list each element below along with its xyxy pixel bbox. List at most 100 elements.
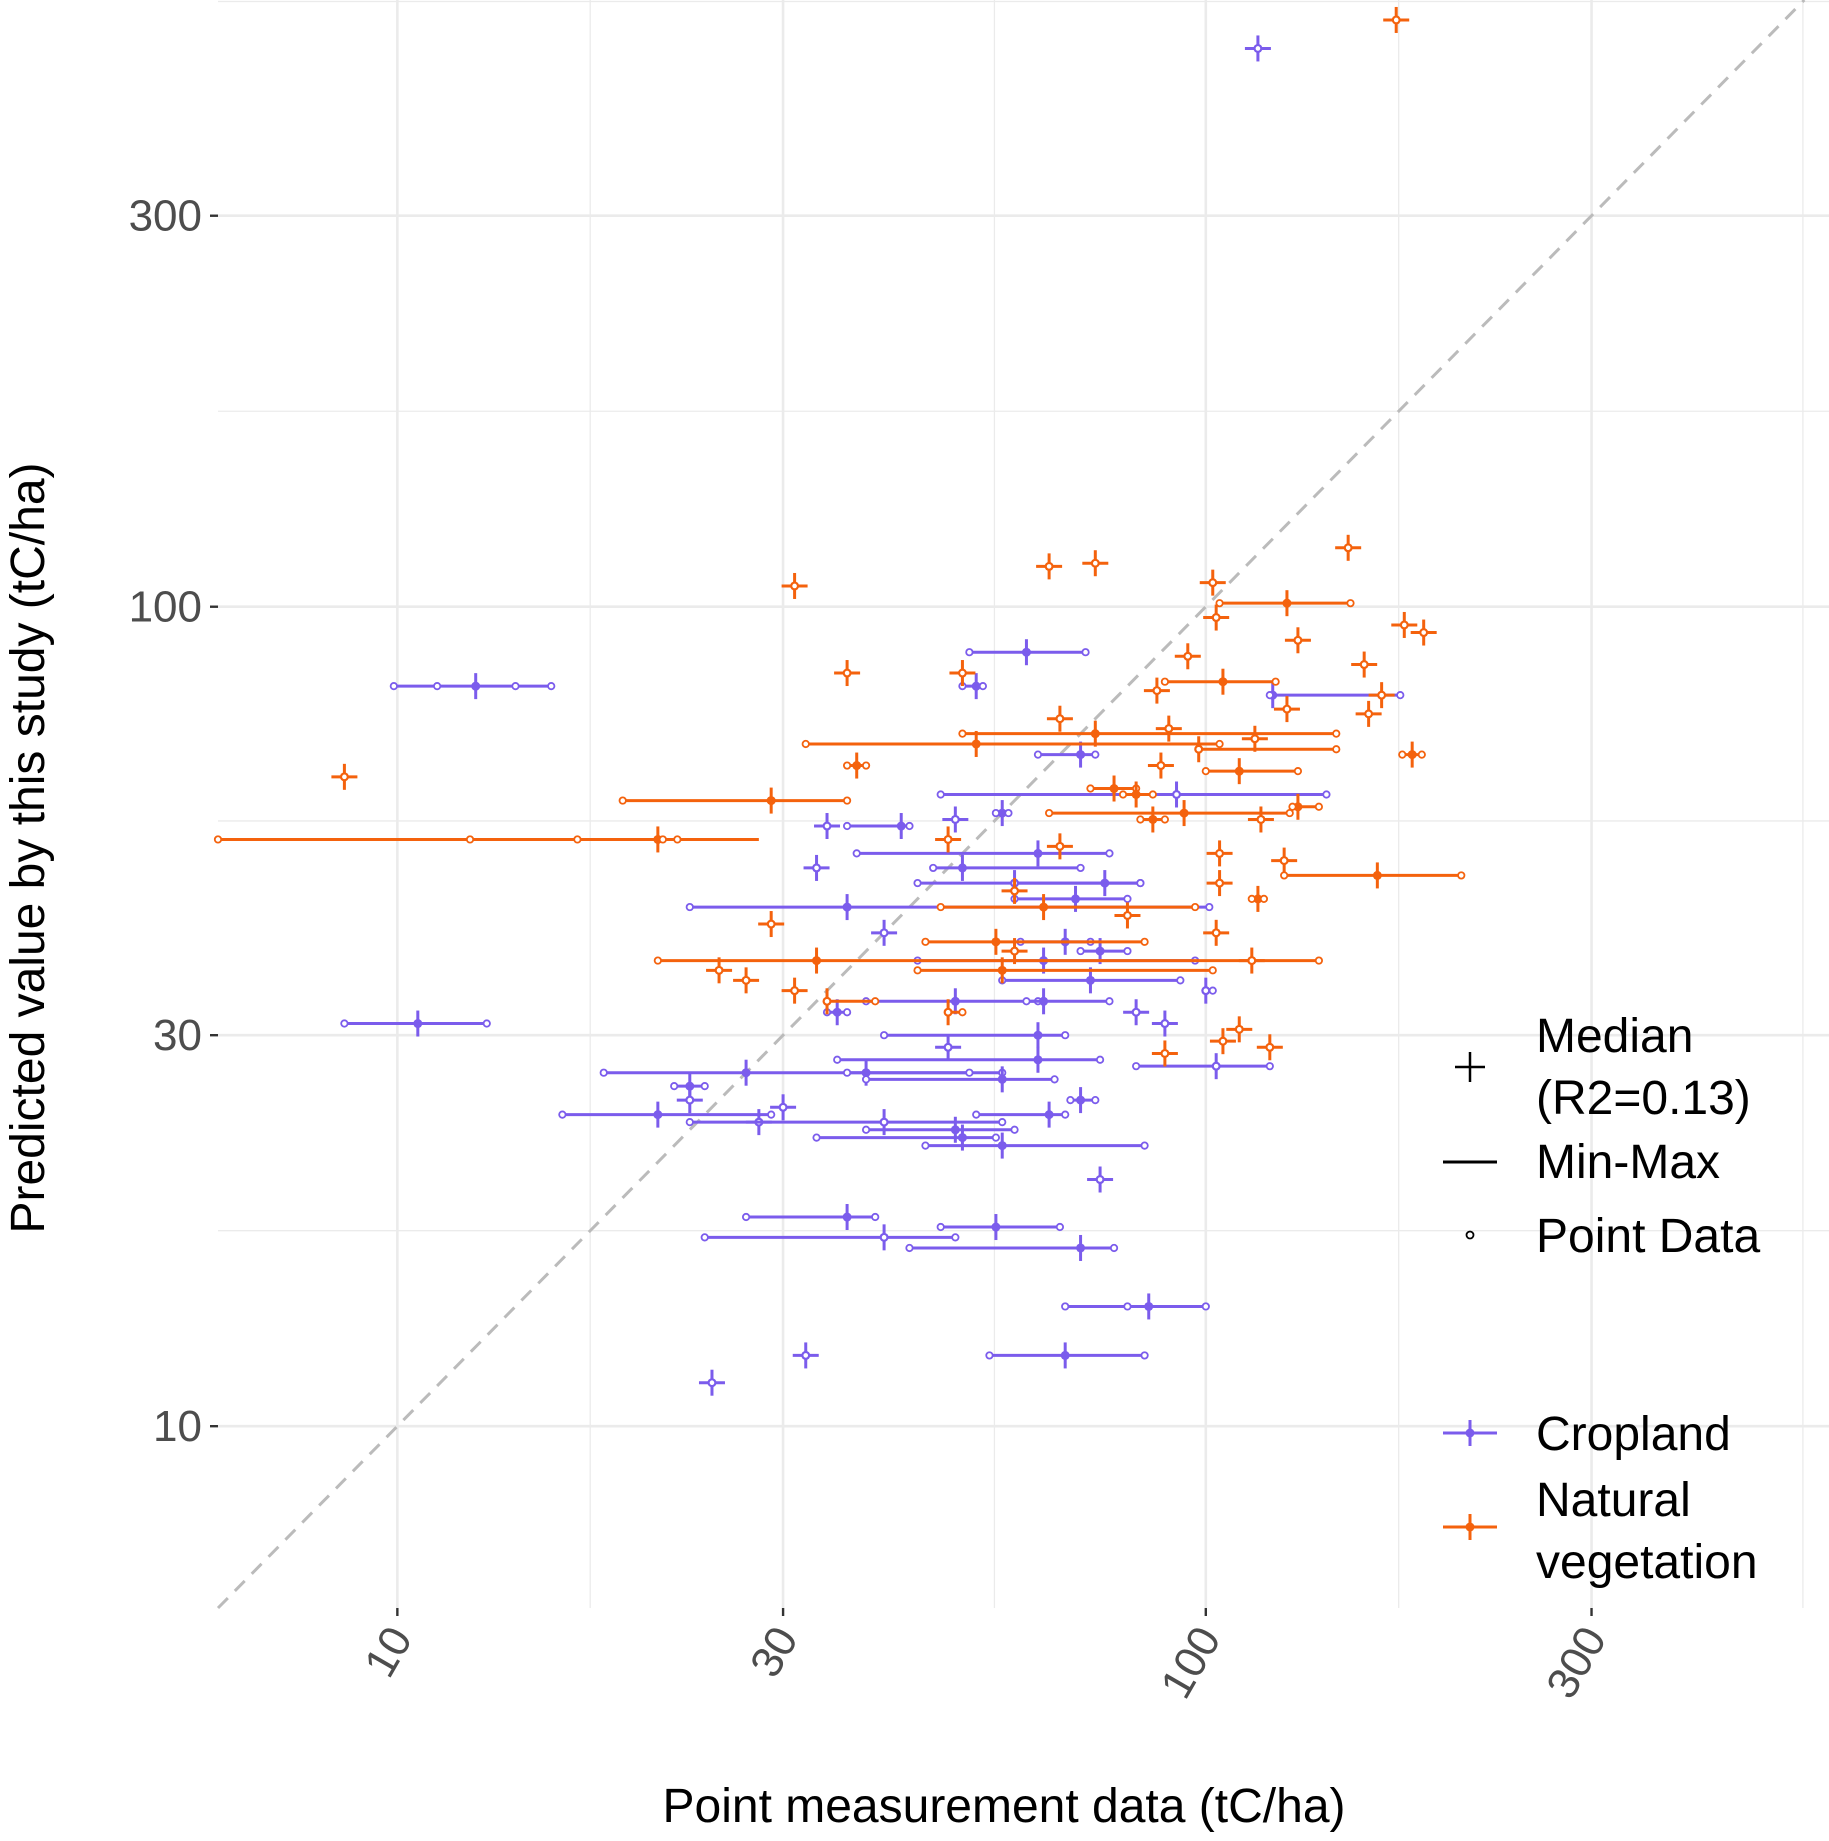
median-dot: [1071, 894, 1081, 904]
data-point: [1288, 793, 1323, 820]
data-point: [935, 826, 962, 853]
point-data-marker: [913, 966, 922, 975]
point-data-marker: [1086, 784, 1095, 793]
data-point: [852, 840, 1114, 867]
point-data-marker: [1253, 44, 1263, 53]
point-data-marker: [958, 729, 967, 738]
point-data-marker: [340, 772, 349, 781]
median-dot: [971, 739, 981, 749]
y-tick-label: 300: [129, 192, 202, 241]
median-dot: [957, 863, 967, 873]
data-point: [1118, 781, 1157, 808]
point-data-marker: [1265, 1043, 1274, 1052]
median-dot: [1100, 878, 1110, 888]
data-point: [340, 1010, 491, 1037]
point-data-marker: [1136, 815, 1145, 824]
point-data-marker: [1419, 628, 1428, 637]
median-dot: [1253, 894, 1263, 904]
point-data-marker: [670, 1082, 679, 1091]
median-dot: [1076, 1095, 1086, 1105]
point-data-marker: [991, 1133, 1001, 1142]
point-data-marker: [842, 761, 852, 770]
point-data-marker: [1208, 578, 1217, 587]
point-data-marker: [944, 1008, 953, 1017]
median-dot: [1372, 870, 1382, 880]
point-data-marker: [1314, 802, 1323, 811]
data-point: [1215, 590, 1355, 617]
y-tick-label: 100: [129, 583, 202, 632]
point-data-marker: [1148, 790, 1157, 799]
data-point: [972, 1101, 1070, 1128]
point-data-marker: [618, 796, 627, 805]
data-point: [1136, 806, 1169, 833]
data-point: [1086, 775, 1141, 802]
x-tick-label: 30: [741, 1619, 808, 1686]
data-point: [1151, 1040, 1178, 1067]
point-data-marker: [573, 835, 582, 844]
median-dot: [861, 1068, 871, 1078]
point-data-marker: [1205, 902, 1214, 912]
point-data-marker: [714, 966, 724, 975]
data-point: [958, 720, 1341, 747]
point-data-marker: [1256, 815, 1266, 824]
median-dot: [685, 1081, 695, 1091]
point-data-marker: [1208, 966, 1217, 975]
median-dot: [957, 1133, 967, 1143]
point-data-marker: [1123, 894, 1132, 903]
legend-minmax-key: Min-Max: [1443, 1136, 1720, 1189]
point-data-marker: [842, 796, 852, 805]
data-point: [965, 639, 1090, 666]
point-data-marker: [1259, 894, 1269, 903]
median-dot: [1109, 784, 1119, 794]
point-data-marker: [1156, 761, 1166, 770]
point-data-marker: [1332, 745, 1341, 754]
point-data-marker: [700, 1233, 709, 1242]
point-data-marker: [1045, 808, 1054, 818]
point-data-marker: [340, 1019, 349, 1028]
data-point: [1045, 800, 1294, 827]
median-dot: [1234, 766, 1244, 776]
point-data-marker: [465, 835, 475, 844]
point-data-marker: [1061, 1110, 1070, 1119]
point-data-marker: [1201, 767, 1210, 776]
data-point: [1284, 627, 1311, 654]
median-dot: [950, 996, 960, 1006]
point-data-marker: [1095, 1055, 1105, 1064]
data-point: [1244, 35, 1271, 62]
data-point: [1061, 1293, 1210, 1320]
data-point: [935, 1034, 962, 1061]
median-dot: [991, 1222, 1001, 1232]
point-data-marker: [1265, 1062, 1274, 1071]
data-point: [781, 572, 808, 599]
data-point: [1391, 611, 1418, 638]
point-data-marker: [871, 997, 880, 1006]
grid-minor: [218, 0, 1829, 1608]
data-point: [803, 854, 830, 881]
legend-natural-label: Natural: [1536, 1474, 1691, 1527]
median-dot: [1407, 750, 1417, 760]
point-data-marker: [1076, 946, 1085, 956]
median-dot: [1218, 677, 1228, 687]
point-data-marker: [741, 976, 751, 985]
data-point: [1206, 840, 1233, 867]
point-data-marker: [685, 1095, 694, 1105]
point-data-marker: [1215, 849, 1224, 858]
point-data-marker: [861, 761, 871, 770]
point-data-marker: [852, 849, 861, 858]
point-data-marker: [1055, 1222, 1065, 1232]
grid-major: [218, 0, 1829, 1608]
data-point: [670, 1073, 709, 1100]
median-dot: [653, 1110, 663, 1120]
median-dot: [1144, 1301, 1154, 1311]
point-data-marker: [685, 902, 694, 912]
data-point: [801, 730, 1224, 757]
point-data-marker: [944, 835, 953, 844]
point-data-marker: [1212, 928, 1221, 937]
point-data-marker: [936, 790, 945, 799]
median-dot: [1148, 814, 1158, 824]
point-data-marker: [1152, 686, 1162, 695]
data-point: [1355, 700, 1382, 727]
data-point: [1351, 651, 1378, 678]
point-data-marker: [1322, 790, 1331, 799]
point-data-marker: [558, 1110, 567, 1119]
